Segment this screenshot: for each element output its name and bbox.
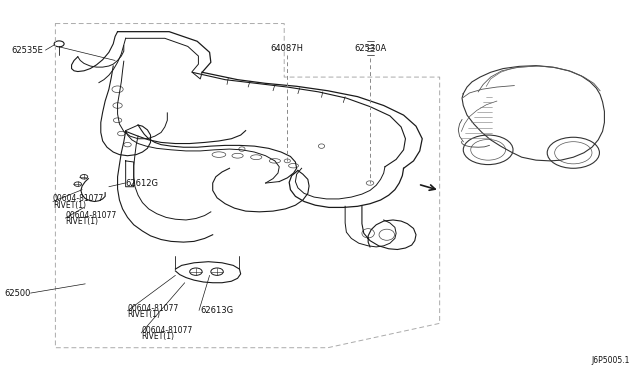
Text: 62612G: 62612G: [125, 179, 159, 187]
Text: 00604-81077: 00604-81077: [53, 195, 104, 203]
Text: 62500: 62500: [4, 289, 31, 298]
Text: 62535E: 62535E: [12, 46, 44, 55]
Text: RIVET(1): RIVET(1): [53, 201, 86, 210]
Text: RIVET(1): RIVET(1): [141, 332, 174, 341]
Text: 00604-81077: 00604-81077: [141, 326, 193, 335]
Text: 62530A: 62530A: [354, 44, 386, 53]
Text: 62613G: 62613G: [200, 306, 234, 315]
Text: J6P5005.1: J6P5005.1: [591, 356, 629, 365]
Text: RIVET(1): RIVET(1): [127, 310, 161, 319]
Text: 64087H: 64087H: [271, 44, 304, 53]
Text: 00604-81077: 00604-81077: [127, 304, 179, 313]
Text: RIVET(1): RIVET(1): [65, 217, 99, 226]
Text: 00604-81077: 00604-81077: [65, 211, 116, 220]
